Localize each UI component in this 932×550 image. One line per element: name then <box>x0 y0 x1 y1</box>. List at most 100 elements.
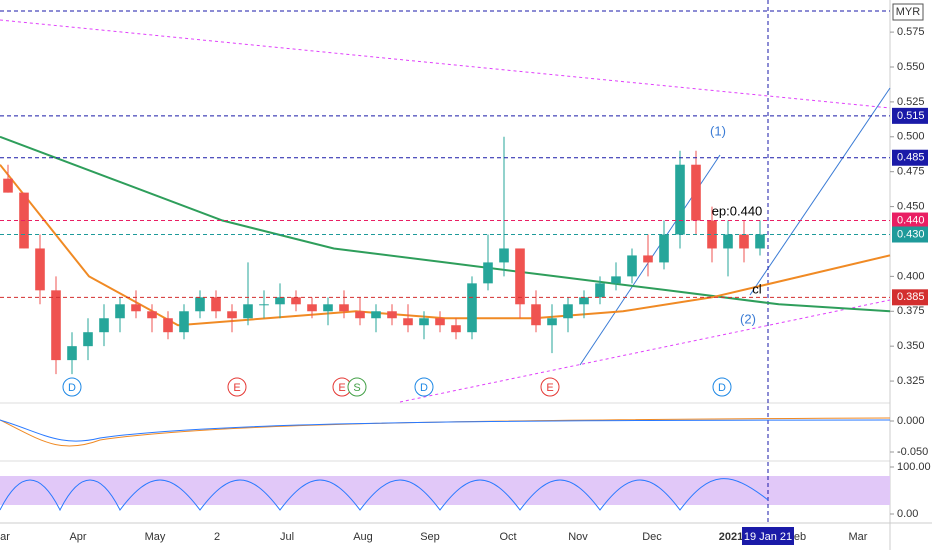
candle-body <box>515 248 525 305</box>
y-tick-label: 0.475 <box>897 166 925 178</box>
candle-body <box>547 318 557 326</box>
candle-body <box>755 234 765 249</box>
signal-line <box>0 419 891 442</box>
y-tick-label: 0.575 <box>897 26 925 38</box>
event-label: E <box>233 382 240 394</box>
price-tag-label: 0.485 <box>897 152 925 164</box>
price-tag <box>892 212 928 229</box>
candle-body <box>707 220 717 249</box>
candle-body <box>307 304 317 312</box>
candle-body <box>611 276 621 284</box>
y-tick-label: -0.050 <box>897 446 928 458</box>
time-label: ar <box>0 531 10 543</box>
candle-body <box>323 304 333 312</box>
price-tag <box>892 289 928 306</box>
price-tag-label: 0.430 <box>897 228 925 240</box>
candle-body <box>3 178 13 193</box>
price-tag-label: 0.385 <box>897 291 925 303</box>
annotation: cl <box>752 281 762 296</box>
candle-body <box>659 234 669 263</box>
event-marker <box>62 377 82 397</box>
time-label: 2021 <box>719 531 743 543</box>
candle-body <box>131 304 141 312</box>
macd-line <box>0 417 891 447</box>
event-marker <box>540 377 560 397</box>
candle-body <box>115 304 125 319</box>
event-marker <box>712 377 732 397</box>
y-tick-label: 0.550 <box>897 61 925 73</box>
candle-body <box>243 304 253 319</box>
candle-body <box>483 262 493 284</box>
candle-body <box>211 297 221 312</box>
candle-body <box>595 283 605 298</box>
candle-body <box>163 318 173 333</box>
candle-body <box>403 318 413 326</box>
time-label: Nov <box>568 531 588 543</box>
y-tick-label: 100.00 <box>897 461 931 473</box>
candle-body <box>387 311 397 319</box>
time-label: Sep <box>420 531 440 543</box>
candle-body <box>739 234 749 249</box>
candle-body <box>275 297 285 305</box>
rsi-band <box>0 476 890 505</box>
candle-body <box>35 248 45 291</box>
y-tick-label: 0.500 <box>897 131 925 143</box>
candle-body <box>83 332 93 347</box>
candle-body <box>451 325 461 333</box>
y-tick-label: 0.325 <box>897 375 925 387</box>
currency-label: MYR <box>896 6 921 18</box>
candle-body <box>435 318 445 326</box>
channel-line <box>749 87 891 296</box>
time-label: May <box>145 531 166 543</box>
y-tick-label: 0.400 <box>897 270 925 282</box>
candle-body <box>563 304 573 319</box>
event-label: E <box>546 382 553 394</box>
candle-body <box>675 164 685 235</box>
trend-line <box>0 19 891 109</box>
time-label: Oct <box>499 531 516 543</box>
annotation: (2) <box>740 311 756 326</box>
price-tag <box>892 149 928 166</box>
price-tag <box>892 107 928 124</box>
candle-body <box>643 255 653 263</box>
stoch-line <box>0 478 769 512</box>
y-tick-label: 0.00 <box>897 508 918 520</box>
event-label: D <box>420 382 428 394</box>
event-label: D <box>68 382 76 394</box>
candle-body <box>627 255 637 277</box>
cursor-time-box <box>742 527 794 545</box>
price-tag-label: 0.515 <box>897 110 925 122</box>
price-tag <box>892 226 928 243</box>
candle-body <box>51 290 61 361</box>
annotation: ep:0.440 <box>712 203 763 218</box>
candle-body <box>291 297 301 305</box>
time-label: Jul <box>280 531 294 543</box>
time-label: Apr <box>69 531 86 543</box>
candle-body <box>579 297 589 305</box>
event-marker <box>347 377 367 397</box>
candle-body <box>371 311 381 319</box>
time-label: eb <box>794 531 806 543</box>
moving-average <box>0 164 891 327</box>
time-label: Aug <box>353 531 373 543</box>
candle-body <box>147 311 157 319</box>
time-label: 19 Jan 21 <box>744 531 792 543</box>
candle-body <box>179 311 189 333</box>
time-label: Dec <box>642 531 662 543</box>
candle-body <box>691 164 701 221</box>
event-label: D <box>718 382 726 394</box>
candle-body <box>723 234 733 249</box>
event-marker <box>414 377 434 397</box>
time-label: Mar <box>849 531 868 543</box>
event-label: S <box>353 382 360 394</box>
price-tag-label: 0.440 <box>897 214 925 226</box>
candle-body <box>99 318 109 333</box>
candle-body <box>259 304 269 306</box>
currency-box <box>892 3 924 21</box>
time-label: 2 <box>214 531 220 543</box>
candle-body <box>195 297 205 312</box>
candle-body <box>499 248 509 263</box>
candle-body <box>355 311 365 319</box>
